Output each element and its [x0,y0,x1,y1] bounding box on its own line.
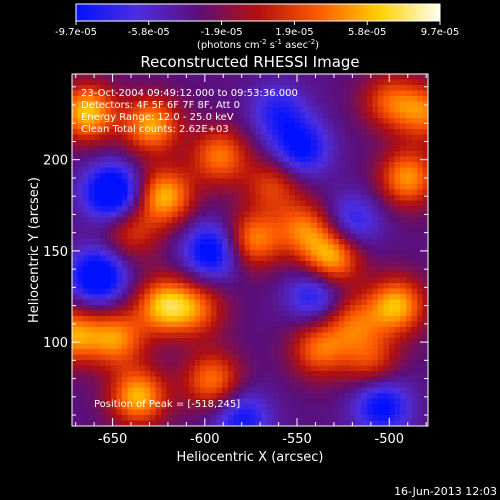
plot-frame [71,73,429,427]
colorbar-tick-label: 9.7e-05 [421,27,459,38]
x-tick-label: -500 [375,432,405,447]
y-axis-tick-labels: 100 150 200 [43,154,68,351]
colorbar-gradient [76,4,440,21]
x-axis-tick-labels: -650 -600 -550 -500 [98,432,404,447]
x-tick-label: -550 [282,432,312,447]
heatmap-image [72,74,428,426]
chart-title: Reconstructed RHESSI Image [140,53,359,71]
annotation-clean: Clean Total counts: 2.62E+03 [81,124,229,135]
heatmap-raster [72,74,428,426]
x-tick-label: -650 [98,432,128,447]
annotation-time-range: 23-Oct-2004 09:49:12.000 to 09:53:36.000 [81,88,298,99]
colorbar: -9.7e-05 -5.8e-05 -1.9e-05 1.9e-05 5.8e-… [55,3,459,51]
x-tick-label: -600 [190,432,220,447]
colorbar-tick-label: -5.8e-05 [128,27,170,38]
annotation-peak-position: Position of Peak = [-518,245] [94,399,240,410]
colorbar-tick-label: -9.7e-05 [55,27,97,38]
colorbar-tick-label: 1.9e-05 [275,27,313,38]
annotation-detectors: Detectors: 4F 5F 6F 7F 8F, Att 0 [81,100,240,111]
y-tick-label: 100 [43,336,68,351]
plot-annotations: 23-Oct-2004 09:49:12.000 to 09:53:36.000… [81,88,298,410]
annotation-energy-range: Energy Range: 12.0 - 25.0 keV [81,112,234,123]
colorbar-frame [75,3,441,22]
x-axis-label: Heliocentric X (arcsec) [177,450,324,465]
colorbar-tick-label: 5.8e-05 [348,27,386,38]
colorbar-tick-labels: -9.7e-05 -5.8e-05 -1.9e-05 1.9e-05 5.8e-… [55,27,459,38]
colorbar-unit-label: (photons cm-2 s-1 asec-2) [197,38,319,51]
y-axis-ticks [72,86,428,416]
y-axis-label: Heliocentric Y (arcsec) [27,177,42,323]
footer-timestamp: 16-Jun-2013 12:03 [394,485,497,498]
colorbar-tick-marks [75,21,441,25]
y-tick-label: 200 [43,154,68,169]
x-axis-ticks [75,74,427,426]
y-tick-label: 150 [43,245,68,260]
colorbar-tick-label: -1.9e-05 [201,27,243,38]
